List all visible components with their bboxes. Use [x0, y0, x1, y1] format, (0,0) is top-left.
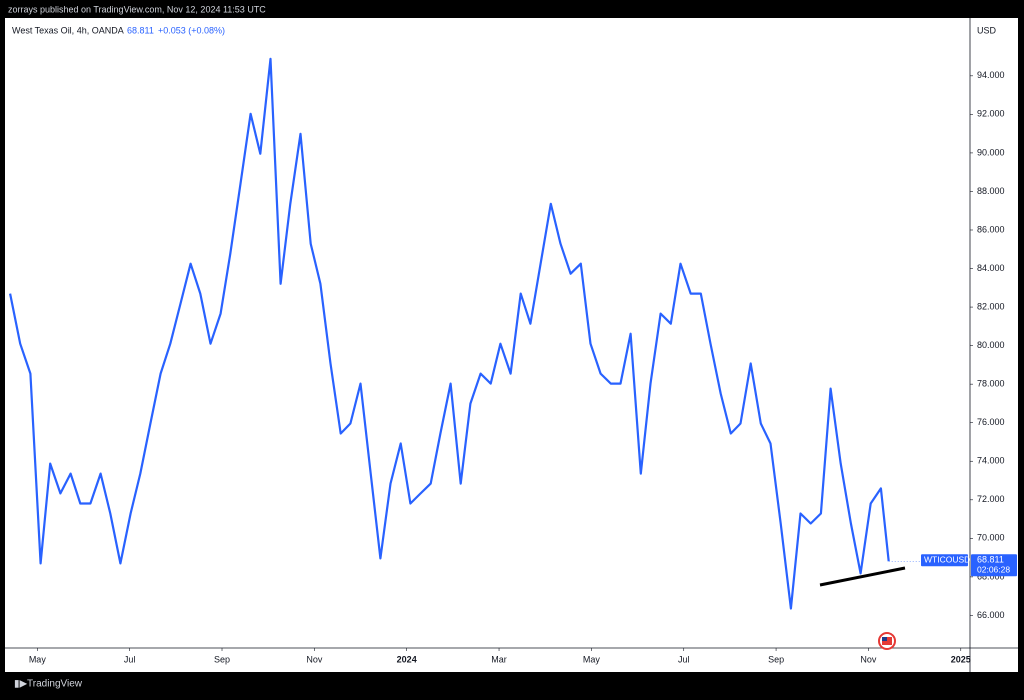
x-tick-label: Mar	[491, 654, 507, 664]
price-tag-label: 68.811	[977, 555, 1004, 565]
x-tick-label: Jul	[124, 654, 136, 664]
chart-panel	[5, 18, 1018, 672]
y-tick-label: 86.000	[977, 224, 1005, 234]
y-tick-label: 84.000	[977, 263, 1005, 273]
symbol-tag	[921, 554, 968, 567]
x-tick-label: 2024	[397, 654, 417, 664]
y-tick-label: 78.000	[977, 379, 1005, 389]
price-line	[9, 57, 890, 610]
publisher-header: zorrays published on TradingView.com, No…	[8, 4, 266, 14]
y-tick-label: 70.000	[977, 533, 1005, 543]
trend-line	[819, 566, 906, 587]
symbol-tag-label: WTICOUSD	[924, 555, 970, 565]
countdown-label: 02:06:28	[977, 565, 1010, 575]
y-tick-label: 76.000	[977, 417, 1005, 427]
x-tick-label: Sep	[768, 654, 784, 664]
x-tick-label: 2025	[951, 654, 971, 664]
y-tick-label: 94.000	[977, 70, 1005, 80]
y-tick-label: 80.000	[977, 340, 1005, 350]
y-tick-label: 72.000	[977, 494, 1005, 504]
x-tick-label: Nov	[306, 654, 323, 664]
flag-icon	[878, 632, 896, 650]
x-tick-label: May	[29, 654, 47, 664]
brand-logo: ▮▶	[14, 679, 28, 690]
legend-price: 68.811	[127, 25, 154, 35]
legend-change: +0.053 (+0.08%)	[158, 25, 225, 35]
currency-label: USD	[977, 25, 997, 35]
y-tick-label: 90.000	[977, 147, 1005, 157]
x-tick-label: Jul	[678, 654, 690, 664]
y-tick-label: 68.000	[977, 571, 1005, 581]
chart-title: West Texas Oil, 4h, OANDA	[12, 25, 124, 35]
x-tick-label: Sep	[214, 654, 230, 664]
x-tick-label: Nov	[860, 654, 877, 664]
y-tick-label: 66.000	[977, 610, 1005, 620]
y-tick-label: 82.000	[977, 301, 1005, 311]
y-tick-label: 92.000	[977, 109, 1005, 119]
y-tick-label: 74.000	[977, 456, 1005, 466]
x-tick-label: May	[583, 654, 601, 664]
brand-name: TradingView	[27, 679, 83, 690]
y-tick-label: 88.000	[977, 186, 1005, 196]
price-tag	[971, 554, 1017, 577]
